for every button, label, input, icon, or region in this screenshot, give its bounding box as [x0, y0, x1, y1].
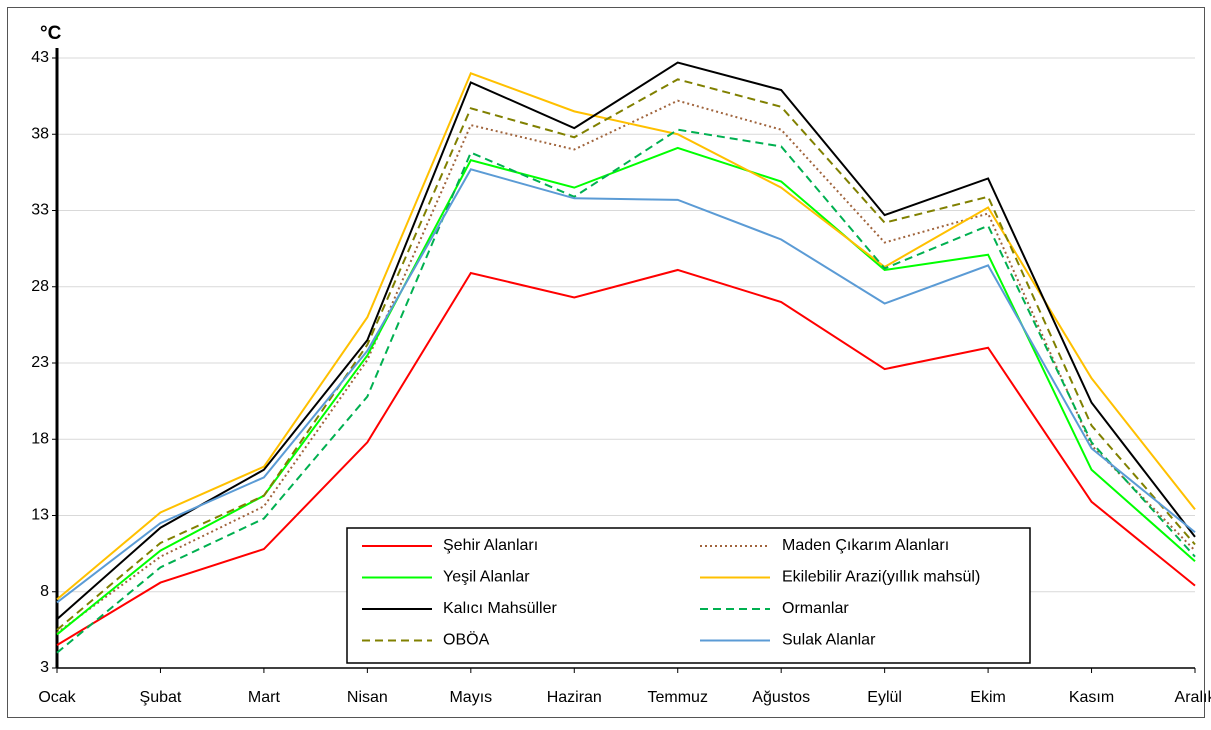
series-line — [56, 99, 1196, 634]
x-tick-label: Temmuz — [648, 689, 708, 706]
y-tick-label: 18 — [31, 430, 49, 447]
y-tick-label: 13 — [31, 507, 49, 524]
x-tick-label: Şubat — [140, 689, 182, 706]
x-tick-label: Kasım — [1069, 689, 1114, 706]
x-tick-label: Aralık — [1175, 689, 1211, 706]
legend-label: OBÖA — [443, 631, 490, 649]
legend-label: Kalıcı Mahsüller — [443, 600, 557, 617]
series-line — [56, 168, 1196, 604]
series-line — [56, 146, 1196, 636]
y-tick-label: 33 — [31, 202, 49, 219]
x-tick-label: Nisan — [347, 689, 388, 706]
legend-label: Maden Çıkarım Alanları — [782, 537, 949, 554]
series-line — [56, 268, 1196, 646]
x-tick-label: Eylül — [867, 689, 902, 706]
x-tick-label: Ağustos — [752, 689, 810, 706]
series-line — [56, 78, 1196, 631]
x-tick-label: Mayıs — [449, 689, 492, 706]
x-tick-label: Mart — [248, 689, 281, 706]
y-tick-label: 8 — [40, 583, 49, 600]
y-tick-label: 3 — [40, 659, 49, 676]
legend-label: Yeşil Alanlar — [443, 569, 530, 586]
x-tick-label: Ekim — [970, 689, 1006, 706]
series-line — [56, 61, 1196, 620]
legend-label: Şehir Alanları — [443, 537, 538, 554]
y-tick-label: 23 — [31, 354, 49, 371]
y-tick-label: 38 — [31, 125, 49, 142]
y-tick-label: 28 — [31, 278, 49, 295]
y-axis-label: °C — [40, 23, 62, 44]
legend-label: Sulak Alanlar — [782, 632, 876, 649]
series-line — [56, 128, 1196, 654]
x-tick-label: Ocak — [38, 689, 76, 706]
y-tick-label: 43 — [31, 49, 49, 66]
legend-label: Ormanlar — [782, 600, 849, 617]
x-tick-label: Haziran — [547, 689, 602, 706]
legend-box — [346, 527, 1031, 664]
legend-label: Ekilebilir Arazi(yıllık mahsül) — [782, 569, 980, 586]
